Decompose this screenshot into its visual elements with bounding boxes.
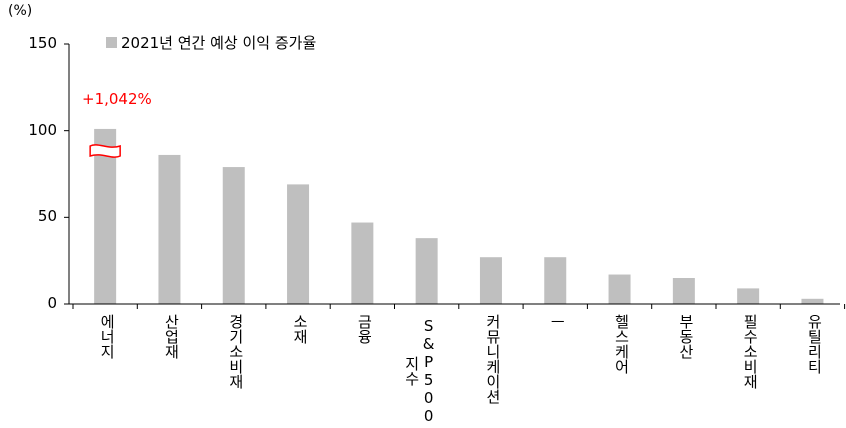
y-tick-label-50: 50 [37,207,57,226]
axis-break-mark [89,144,121,158]
axis-break-symbol [89,144,121,158]
bar-커뮤니케이션 [479,257,502,304]
x-tick-label-커뮤니케이션: 커뮤니케이션 [483,314,502,404]
bar-필수소비재 [737,288,760,304]
bar-IT [544,257,567,304]
x-tick-label-산업재: 산업재 [162,314,181,359]
bar-금융 [351,222,374,304]
x-tick-label-에너지: 에너지 [98,314,117,359]
y-tick-label-0: 0 [47,294,57,312]
bar-헬스케어 [608,274,631,304]
x-tick-label-IT: ㅡ [548,314,567,329]
y-tick-label-100: 100 [28,120,57,139]
x-tick-label-S&P500지수: S&P500지수 [402,317,438,425]
x-tick-label-부동산: 부동산 [676,314,695,359]
bar-경기소비재 [222,167,245,304]
legend-swatch [106,37,117,48]
x-tick-label-경기소비재: 경기소비재 [226,314,245,389]
bar-부동산 [672,278,695,304]
x-tick-label-유틸리티: 유틸리티 [805,314,824,374]
y-unit-label: (%) [8,3,33,19]
x-tick-label-필수소비재: 필수소비재 [741,314,760,389]
axes-group [64,43,846,309]
bar-에너지 [94,128,117,304]
x-tick-label-헬스케어: 헬스케어 [612,314,631,374]
bar-소재 [287,184,310,304]
energy-value-annotation: +1,042% [82,90,152,108]
bar-유틸리티 [801,298,824,304]
legend-label: 2021년 연간 예상 이익 증가율 [121,34,317,52]
x-tick-label-금융: 금융 [355,314,374,344]
bar-산업재 [158,154,181,304]
legend: 2021년 연간 예상 이익 증가율 [106,32,316,53]
y-tick-label-150: 150 [28,34,57,52]
bar-S&P500지수 [415,238,438,304]
x-tick-label-소재: 소재 [291,314,310,344]
bars-group [94,128,824,304]
